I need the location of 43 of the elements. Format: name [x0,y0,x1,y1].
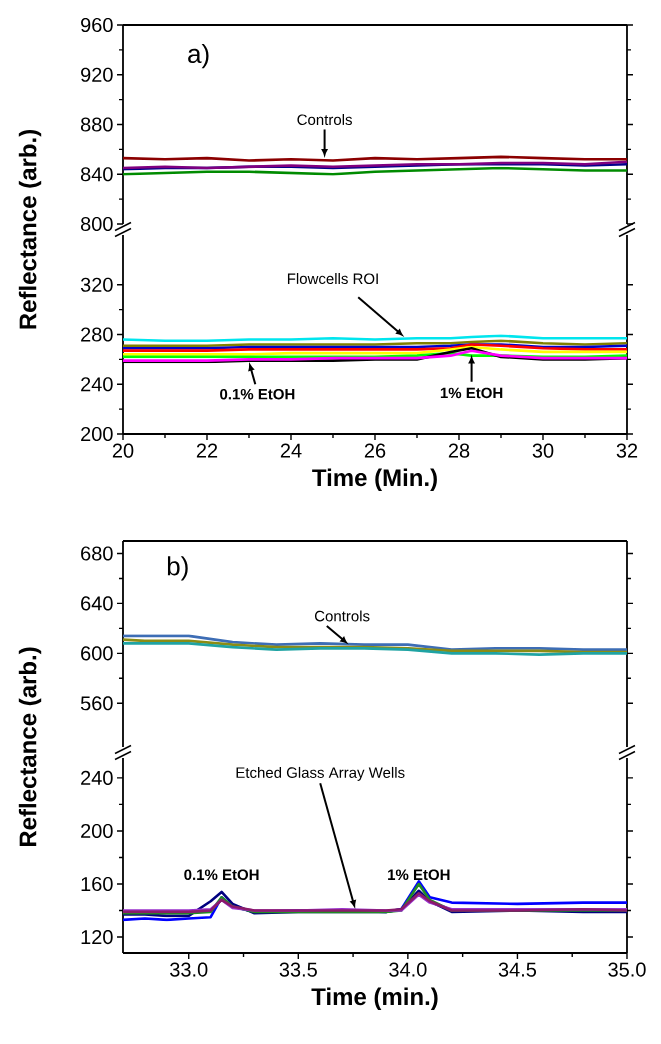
y-tick-label: 240 [81,377,113,392]
y-tick-label: 680 [81,546,113,561]
y-axis-title: Reflectance (arb.) [18,130,42,329]
y-axis-title: Reflectance (arb.) [18,647,42,847]
annotation: Controls [314,610,370,622]
x-tick-label: 30 [532,443,554,458]
y-tick-label: 600 [81,646,113,661]
x-tick-label: 35.0 [608,962,646,977]
annotation: 0.1% EtOH [220,388,295,400]
annotation: 1% EtOH [440,387,503,399]
annotation: 1% EtOH [388,869,450,881]
annotation: Etched Glass Array Wells [236,766,405,781]
x-axis-title: Time (Min.) [312,468,437,491]
y-tick-label: 240 [81,770,113,785]
x-tick-label: 32 [616,443,638,458]
x-tick-label: 20 [112,443,134,458]
y-tick-label: 120 [81,930,113,945]
x-axis-title: Time (min.) [311,987,438,1010]
x-tick-label: 28 [448,443,470,458]
y-tick-label: 800 [80,216,113,232]
y-tick-label: 880 [80,117,113,132]
y-tick-label: 640 [81,596,113,611]
y-tick-label: 200 [81,823,113,839]
x-tick-label: 22 [196,443,218,458]
y-tick-label: 840 [80,167,113,182]
y-tick-label: 920 [81,67,113,82]
y-tick-label: 160 [81,876,113,892]
x-tick-label: 26 [364,443,386,458]
x-tick-label: 24 [280,443,302,458]
y-tick-label: 960 [81,17,113,33]
annotation: Flowcells ROI [287,273,378,285]
annotation: 0.1% EtOH [184,869,259,881]
annotation: b) [167,556,188,581]
y-tick-label: 200 [81,426,113,442]
x-tick-label: 34.5 [498,962,537,977]
x-tick-label: 33.5 [279,962,317,977]
annotation: a) [188,43,209,69]
x-tick-label: 33.0 [170,962,208,977]
x-tick-label: 34.0 [389,962,427,977]
y-tick-label: 560 [80,696,113,711]
annotation: Controls [297,114,352,126]
y-tick-label: 320 [80,277,113,292]
y-tick-label: 280 [81,327,113,342]
